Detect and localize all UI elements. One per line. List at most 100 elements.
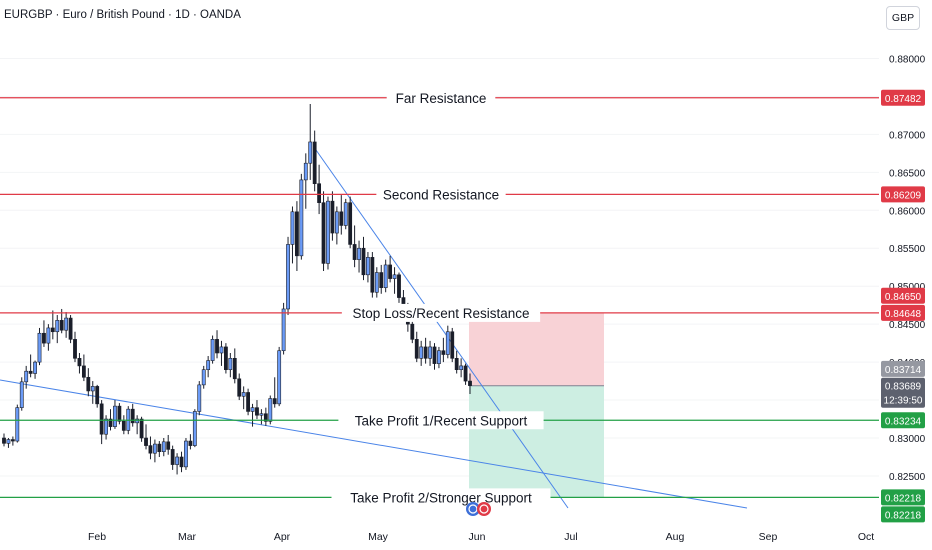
candle-body [188,440,193,446]
candle-body [90,386,95,392]
level-label: Take Profit 1/Recent Support [355,413,528,428]
currency-button[interactable]: GBP [886,6,920,30]
candle-body [201,369,206,386]
candle-body [241,392,246,397]
candle-body [277,350,282,405]
level-label-bg [331,488,551,507]
price-axis[interactable] [879,0,932,550]
price-tag-bg [881,287,925,304]
x-tick-label: Jun [469,531,486,543]
y-tick-label: 0.82500 [889,472,926,483]
level-label-bg [386,88,496,107]
current-price-bg [881,377,925,408]
price-tag-label: 0.84650 [885,292,922,303]
candle-body [410,323,415,340]
candle-body [454,358,459,370]
candle-body [37,332,42,363]
y-tick-label: 0.86500 [889,168,926,179]
candle-body [334,211,339,234]
candle-body [459,365,464,370]
candle-body [81,365,86,378]
candle-body [55,320,60,333]
candle-body [428,346,432,359]
candle-body [197,384,202,412]
price-tag-label: 0.84648 [885,309,922,320]
candle-body [419,346,424,359]
candle-body [192,411,197,446]
candle-body [357,247,361,260]
candle-body [130,408,135,424]
price-tags: 0.87482 0.86209 0.84648 0.83234 0.82218 0.846… [881,89,925,523]
candle-body [397,274,401,298]
candle-body [139,418,144,439]
candle-body [46,327,51,344]
candle-body [104,418,108,435]
level-label: Stop Loss/Recent Resistance [352,306,529,321]
descending-trendline[interactable] [315,149,569,509]
x-tick-label: Jul [564,531,577,543]
y-tick-label: 0.83000 [889,434,926,445]
candle-body [432,346,437,364]
price-tag-bg [881,489,925,506]
candle-body [343,202,348,226]
level-lines: Far Resistance Second Resistance Stop Loss… [0,88,879,507]
candle-body [255,407,259,416]
level-label: Far Resistance [396,91,487,106]
candle-body [2,437,6,444]
price-tag-label: 0.86209 [885,190,922,201]
candle-body [161,441,166,452]
candle-body [237,378,242,397]
candle-body [392,274,397,279]
candle-body [246,392,250,412]
price-tag-label: 0.83714 [885,365,922,376]
x-tick-label: Sep [759,531,778,543]
price-tag-label: 0.87482 [885,94,922,105]
candle-body [388,264,393,279]
event-markers[interactable] [466,502,491,516]
candle-body [450,331,455,359]
event-icon[interactable] [477,502,491,516]
candle-body [259,413,264,416]
candle-body [28,370,33,374]
symbol-title[interactable]: EURGBP · Euro / British Pound · 1D · OAN… [4,9,241,21]
candle-body [445,331,450,355]
candle-body [299,179,304,257]
time-axis-ticks: Feb Mar Apr May Jun Jul Aug Sep Oct [88,531,874,543]
level-label-bg [338,411,544,430]
candle-body [73,339,77,359]
level-label-bg [341,303,541,322]
candle-body [135,418,140,424]
candle-body [86,376,91,392]
price-tag-bg [881,89,925,106]
candle-body [50,327,55,333]
candle-body [77,358,82,367]
candle-body [121,421,126,431]
x-tick-label: Mar [178,531,197,543]
candle-body [108,418,113,427]
event-icon[interactable] [466,502,480,516]
price-tag-label: 0.82218 [885,493,922,504]
candle-body [68,317,73,340]
candle-body [423,346,428,359]
level-label: Take Profit 2/Stronger Support [350,490,532,505]
y-tick-label: 0.87000 [889,130,926,141]
candle-body [166,441,171,450]
candle-body [361,247,366,276]
price-tag-bg [881,506,925,523]
candle-body [144,437,148,446]
candle-body [219,346,224,354]
price-tag-bg [881,360,925,377]
price-tag-bg [881,186,925,203]
x-tick-label: Oct [858,531,874,543]
lower-support-trendline[interactable] [0,379,748,509]
candle-body [272,398,277,405]
candle-body [312,141,317,185]
candle-body [59,320,64,331]
candle-body [321,202,326,264]
candle-body [210,339,215,361]
y-tick-label: 0.85500 [889,244,926,255]
candle-body [366,257,370,276]
take-profit-zone [469,385,604,498]
candle-body [215,339,219,354]
